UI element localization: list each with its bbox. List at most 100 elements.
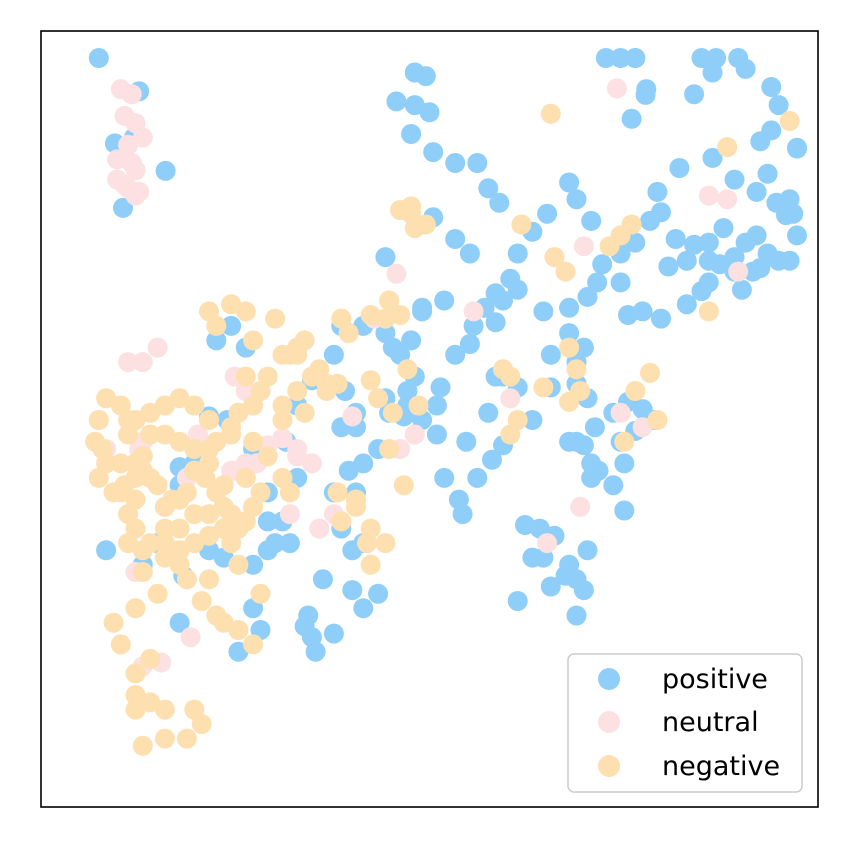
- point-positive-7: [621, 108, 642, 129]
- points-layer: [85, 48, 807, 756]
- point-positive-69: [742, 261, 763, 282]
- point-positive-43: [463, 315, 484, 336]
- point-negative-1: [779, 111, 800, 131]
- point-neutral-8: [125, 160, 146, 181]
- point-negative-40: [625, 381, 646, 401]
- point-positive-218: [761, 120, 782, 141]
- point-neutral-24: [404, 424, 425, 445]
- point-positive-126: [397, 381, 418, 401]
- point-positive-25: [735, 232, 756, 253]
- point-positive-42: [485, 312, 506, 333]
- point-positive-65: [787, 225, 807, 246]
- point-negative-151: [279, 482, 300, 503]
- point-positive-160: [279, 533, 300, 554]
- point-negative-100: [110, 453, 131, 474]
- point-negative-41: [640, 362, 660, 383]
- point-negative-34: [500, 366, 521, 387]
- point-positive-130: [375, 323, 396, 344]
- point-negative-72: [199, 439, 219, 459]
- point-positive-110: [588, 460, 609, 481]
- point-positive-18: [702, 147, 723, 168]
- point-positive-215: [735, 58, 756, 79]
- point-negative-111: [191, 591, 212, 611]
- point-neutral-20: [463, 301, 484, 322]
- point-positive-184: [342, 580, 363, 601]
- point-negative-64: [243, 330, 264, 351]
- point-positive-49: [485, 283, 506, 304]
- point-negative-56: [294, 330, 315, 351]
- point-negative-15: [559, 337, 580, 358]
- point-negative-84: [110, 634, 131, 655]
- point-positive-188: [415, 66, 436, 87]
- legend-marker-positive: [598, 668, 620, 690]
- point-negative-28: [327, 373, 348, 394]
- point-negative-96: [88, 410, 109, 430]
- point-negative-14: [698, 301, 719, 322]
- point-neutral-23: [500, 388, 521, 409]
- point-positive-167: [169, 612, 190, 633]
- point-negative-116: [250, 583, 271, 604]
- point-positive-12: [559, 172, 580, 193]
- legend-label-positive: positive: [662, 664, 768, 695]
- point-positive-13: [647, 181, 668, 202]
- point-positive-129: [401, 330, 422, 351]
- point-negative-26: [301, 366, 322, 387]
- point-negative-7: [544, 247, 565, 268]
- point-positive-200: [459, 243, 480, 264]
- point-positive-53: [577, 286, 598, 307]
- point-positive-44: [459, 334, 480, 354]
- point-negative-169: [272, 395, 293, 416]
- point-negative-48: [327, 482, 348, 503]
- point-positive-177: [221, 315, 242, 336]
- point-neutral-60: [570, 496, 591, 517]
- point-positive-197: [489, 192, 510, 213]
- point-positive-193: [401, 124, 422, 144]
- point-positive-58: [651, 308, 671, 329]
- point-neutral-43: [132, 352, 153, 373]
- point-positive-55: [610, 272, 631, 293]
- point-positive-17: [669, 158, 690, 178]
- point-negative-146: [199, 410, 219, 430]
- point-positive-207: [595, 48, 616, 68]
- point-negative-140: [118, 424, 139, 445]
- point-negative-13: [401, 203, 422, 224]
- point-positive-61: [731, 279, 752, 300]
- point-positive-59: [676, 294, 697, 315]
- point-negative-167: [243, 395, 264, 416]
- point-negative-42: [647, 410, 668, 430]
- point-positive-30: [665, 229, 686, 249]
- point-negative-130: [96, 388, 117, 409]
- point-positive-67: [779, 189, 800, 210]
- point-neutral-5: [118, 134, 139, 155]
- point-positive-119: [540, 576, 561, 597]
- point-negative-0: [540, 103, 561, 124]
- point-neutral-32: [287, 446, 308, 467]
- point-positive-123: [507, 591, 528, 611]
- point-negative-141: [118, 410, 139, 430]
- point-positive-27: [713, 218, 734, 239]
- point-negative-82: [125, 598, 146, 619]
- point-negative-133: [132, 446, 153, 467]
- point-positive-3: [155, 160, 176, 181]
- point-positive-199: [445, 229, 466, 249]
- point-positive-85: [614, 453, 635, 474]
- point-negative-66: [272, 344, 293, 365]
- point-negative-155: [228, 518, 249, 539]
- point-positive-152: [298, 605, 319, 626]
- point-negative-3: [511, 214, 532, 235]
- point-negative-161: [169, 489, 190, 510]
- point-negative-39: [614, 431, 635, 452]
- point-positive-101: [559, 323, 580, 344]
- point-positive-196: [478, 178, 499, 199]
- point-negative-47: [382, 402, 403, 423]
- point-positive-50: [507, 279, 528, 300]
- point-negative-8: [555, 261, 576, 282]
- point-positive-15: [658, 256, 679, 277]
- point-negative-61: [206, 315, 227, 336]
- point-positive-186: [88, 48, 109, 68]
- point-positive-133: [323, 344, 344, 365]
- point-positive-60: [698, 272, 719, 293]
- point-neutral-17: [573, 236, 594, 257]
- point-positive-21: [757, 163, 778, 184]
